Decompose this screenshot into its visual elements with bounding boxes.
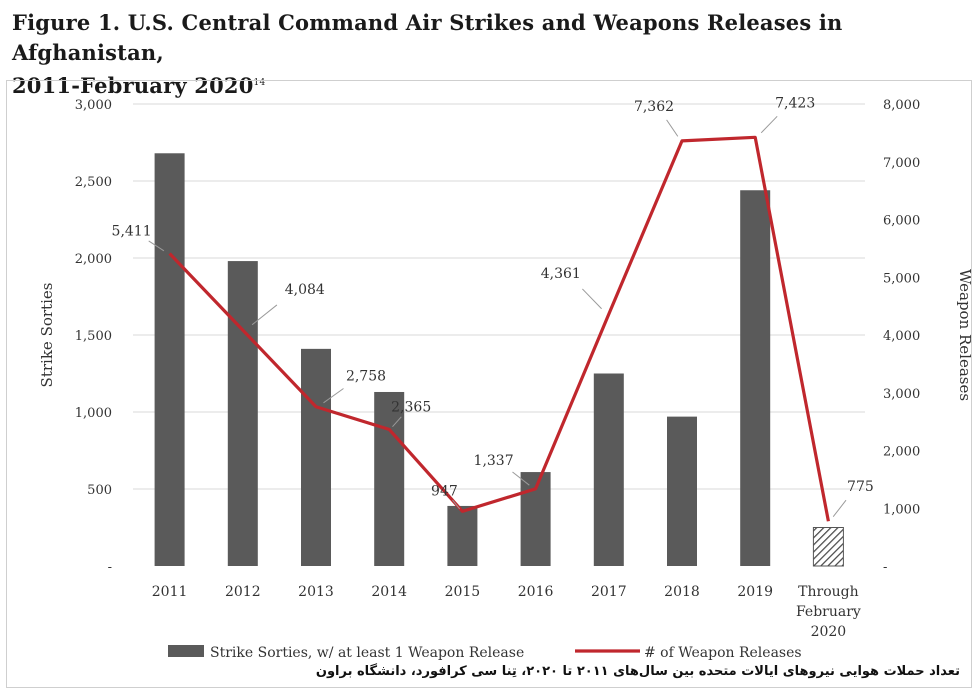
x-tick-label: 2018 [664, 584, 700, 600]
data-label-leader [582, 288, 602, 310]
data-label: 2,758 [346, 369, 386, 385]
weapon-releases-line [168, 135, 830, 522]
data-label: 4,084 [285, 282, 325, 298]
title-line-2: 2011-February 202014 [12, 68, 972, 101]
y2-tick-label: 2,000 [883, 445, 920, 460]
bar [154, 153, 185, 566]
data-label-leader [452, 499, 461, 510]
legend-swatch-bars [168, 645, 204, 657]
data-label-leader [832, 499, 847, 518]
data-label: 7,423 [775, 95, 815, 111]
data-label: 4,361 [541, 266, 581, 282]
data-label: 1,337 [474, 453, 514, 469]
data-label: 5,411 [112, 224, 152, 240]
bar [593, 373, 624, 566]
x-tick-label: Through [798, 584, 858, 600]
data-label: 775 [847, 479, 874, 495]
bar [667, 416, 697, 566]
y2-tick-label: 7,000 [883, 156, 920, 171]
y-tick-label: 2,500 [75, 175, 112, 190]
y-tick-label: 2,000 [75, 252, 112, 267]
y2-tick-label: - [883, 560, 887, 575]
data-label-leader [251, 304, 278, 326]
bar [227, 261, 258, 566]
y-tick-label: - [108, 560, 112, 575]
data-label-leader [760, 115, 778, 134]
data-label: 2,365 [391, 399, 431, 415]
data-label-leader [148, 240, 165, 252]
data-label-leader [666, 119, 679, 137]
title-line-2-text: 2011-February 2020 [12, 73, 254, 98]
y-tick-label: 1,500 [75, 329, 112, 344]
y2-tick-label: 4,000 [883, 329, 920, 344]
bar-series [154, 153, 844, 567]
legend-label-line: # of Weapon Releases [644, 645, 802, 661]
legend-label-bars: Strike Sorties, w/ at least 1 Weapon Rel… [210, 645, 524, 661]
bar [374, 391, 405, 566]
figure-title: Figure 1. U.S. Central Command Air Strik… [12, 8, 972, 101]
x-tick-label: 2013 [298, 584, 334, 600]
y-tick-label: 3,000 [75, 98, 112, 113]
x-tick-label: 2015 [445, 584, 481, 600]
data-label: 947 [431, 483, 458, 499]
y-tick-label: 1,000 [75, 406, 112, 421]
x-tick-label: 2011 [152, 584, 188, 600]
bar [301, 348, 331, 566]
caption: تعداد حملات هوایی نیروهای ایالات متحده ب… [315, 664, 960, 679]
x-tick-label: 2019 [737, 584, 773, 600]
bar [447, 505, 478, 566]
y2-tick-label: 3,000 [883, 387, 920, 402]
x-tick-label: 2016 [518, 584, 554, 600]
title-line-1: Figure 1. U.S. Central Command Air Strik… [12, 10, 843, 65]
axes: - 500 1,000 1,500 2,000 2,500 3,000 - 1,000 2,000… [38, 98, 974, 640]
title-footnote-mark: 14 [253, 78, 266, 88]
chart-frame [6, 80, 972, 688]
x-tick-label: 2014 [371, 584, 407, 600]
y2-tick-label: 8,000 [883, 98, 920, 113]
x-tick-label: 2012 [225, 584, 261, 600]
x-tick-label: 2020 [811, 624, 847, 640]
x-tick-label: 2017 [591, 584, 627, 600]
x-tick-label: February [796, 604, 861, 620]
y2-tick-label: 1,000 [883, 502, 920, 517]
data-label: 7,362 [634, 99, 674, 115]
legend: Strike Sorties, w/ at least 1 Weapon Rel… [168, 645, 802, 661]
y2-tick-label: 6,000 [883, 214, 920, 229]
data-label-leader [512, 471, 530, 486]
data-label-leader [392, 416, 402, 428]
line-series: 5,411 4,084 2,758 2,365 947 1,337 4,361 7,362 7,… [112, 95, 874, 522]
y-axis-label: Strike Sorties [38, 283, 56, 388]
y2-axis-label: Weapon Releases [956, 269, 974, 401]
bar [740, 190, 771, 567]
data-label-leader [323, 388, 344, 404]
y-tick-label: 500 [87, 483, 112, 498]
y2-tick-label: 5,000 [883, 271, 920, 286]
bar [812, 527, 844, 567]
